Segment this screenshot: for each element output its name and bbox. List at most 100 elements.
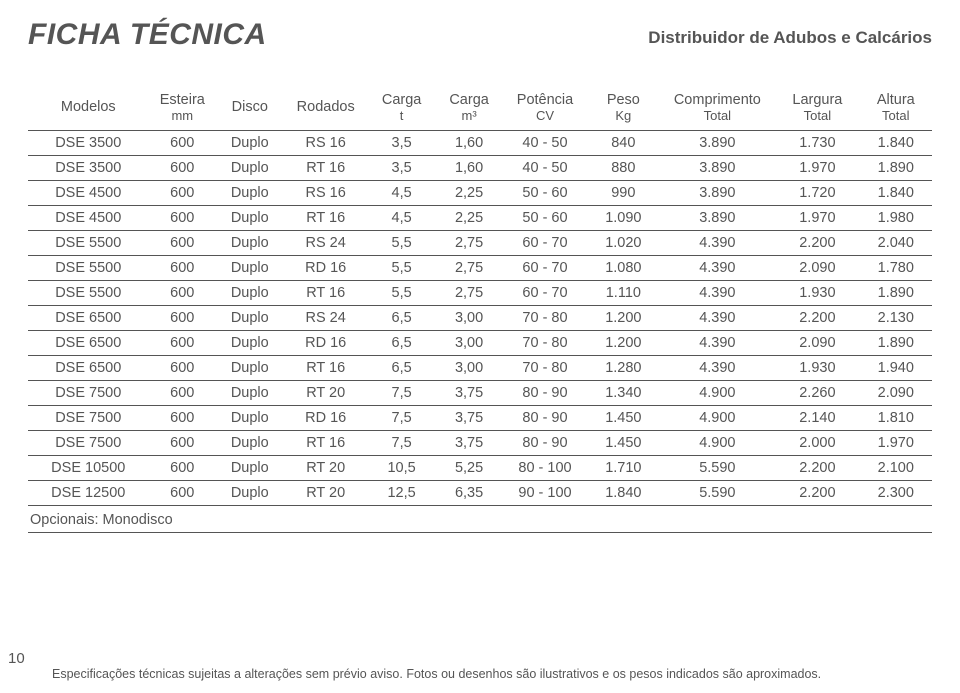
table-cell: Duplo [216, 180, 283, 205]
table-cell: 4.900 [660, 380, 776, 405]
table-cell: 1.020 [587, 230, 659, 255]
table-cell: 600 [149, 330, 216, 355]
table-cell: 4.390 [660, 305, 776, 330]
page-subtitle: Distribuidor de Adubos e Calcários [648, 28, 932, 52]
table-cell: 1.930 [775, 355, 859, 380]
table-cell: RS 24 [284, 230, 368, 255]
table-cell: 2,75 [435, 255, 502, 280]
table-cell: 4.390 [660, 230, 776, 255]
table-cell: 2.260 [775, 380, 859, 405]
table-cell: 1.970 [860, 430, 932, 455]
table-cell: RT 16 [284, 430, 368, 455]
table-cell: 3,75 [435, 430, 502, 455]
table-cell: 3,5 [368, 155, 435, 180]
table-cell: 12,5 [368, 480, 435, 505]
table-cell: DSE 7500 [28, 380, 149, 405]
col-header-l1: Peso [589, 92, 657, 109]
table-cell: 600 [149, 230, 216, 255]
table-cell: 6,5 [368, 355, 435, 380]
table-row: DSE 5500600DuploRT 165,52,7560 - 701.110… [28, 280, 932, 305]
table-cell: 6,5 [368, 330, 435, 355]
table-cell: 1.280 [587, 355, 659, 380]
table-row: DSE 10500600DuploRT 2010,55,2580 - 1001.… [28, 455, 932, 480]
table-row: DSE 6500600DuploRT 166,53,0070 - 801.280… [28, 355, 932, 380]
table-cell: 840 [587, 130, 659, 155]
table-cell: 5,5 [368, 230, 435, 255]
col-header-3: Rodados [284, 88, 368, 130]
col-header-5: Cargam³ [435, 88, 502, 130]
table-cell: DSE 6500 [28, 305, 149, 330]
table-cell: DSE 3500 [28, 155, 149, 180]
table-cell: 4.900 [660, 405, 776, 430]
col-header-l1: Esteira [151, 92, 214, 109]
table-cell: DSE 4500 [28, 180, 149, 205]
table-cell: DSE 12500 [28, 480, 149, 505]
table-cell: 1.080 [587, 255, 659, 280]
table-cell: RT 16 [284, 280, 368, 305]
table-cell: Duplo [216, 305, 283, 330]
table-cell: 1.840 [860, 130, 932, 155]
table-cell: 2,75 [435, 230, 502, 255]
table-cell: 1.090 [587, 205, 659, 230]
table-cell: 1.720 [775, 180, 859, 205]
table-cell: 4.390 [660, 330, 776, 355]
table-cell: 600 [149, 305, 216, 330]
table-cell: Duplo [216, 430, 283, 455]
table-cell: 2.200 [775, 455, 859, 480]
col-header-8: ComprimentoTotal [660, 88, 776, 130]
table-row: DSE 3500600DuploRS 163,51,6040 - 508403.… [28, 130, 932, 155]
table-row: DSE 5500600DuploRS 245,52,7560 - 701.020… [28, 230, 932, 255]
table-cell: DSE 6500 [28, 355, 149, 380]
table-head: ModelosEsteirammDiscoRodadosCargatCargam… [28, 88, 932, 130]
table-cell: 7,5 [368, 380, 435, 405]
table-row: DSE 6500600DuploRS 246,53,0070 - 801.200… [28, 305, 932, 330]
table-cell: 7,5 [368, 405, 435, 430]
table-row: DSE 12500600DuploRT 2012,56,3590 - 1001.… [28, 480, 932, 505]
table-cell: 600 [149, 180, 216, 205]
table-cell: 3,00 [435, 305, 502, 330]
table-cell: Duplo [216, 155, 283, 180]
table-cell: 1.890 [860, 280, 932, 305]
col-header-l1: Rodados [286, 99, 366, 116]
table-cell: 600 [149, 205, 216, 230]
table-row: DSE 4500600DuploRS 164,52,2550 - 609903.… [28, 180, 932, 205]
table-cell: 2.040 [860, 230, 932, 255]
table-cell: 2,75 [435, 280, 502, 305]
col-header-l2: Total [777, 109, 857, 124]
table-cell: 5.590 [660, 455, 776, 480]
table-cell: 1.940 [860, 355, 932, 380]
col-header-l2: Total [662, 109, 774, 124]
table-cell: 1.890 [860, 155, 932, 180]
table-cell: DSE 7500 [28, 430, 149, 455]
table-cell: 80 - 100 [503, 455, 587, 480]
table-cell: 2.140 [775, 405, 859, 430]
spec-table: ModelosEsteirammDiscoRodadosCargatCargam… [28, 88, 932, 533]
table-cell: DSE 5500 [28, 255, 149, 280]
table-cell: DSE 10500 [28, 455, 149, 480]
table-cell: Duplo [216, 230, 283, 255]
table-row: DSE 5500600DuploRD 165,52,7560 - 701.080… [28, 255, 932, 280]
footer-text: Especificações técnicas sujeitas a alter… [52, 667, 932, 681]
table-note-row: Opcionais: Monodisco [28, 505, 932, 532]
table-cell: Duplo [216, 330, 283, 355]
table-cell: 2.200 [775, 230, 859, 255]
col-header-l2: m³ [437, 109, 500, 124]
table-cell: 6,5 [368, 305, 435, 330]
page-title: FICHA TÉCNICA [28, 18, 267, 52]
col-header-1: Esteiramm [149, 88, 216, 130]
col-header-l2: t [370, 109, 433, 124]
table-cell: 60 - 70 [503, 230, 587, 255]
col-header-9: LarguraTotal [775, 88, 859, 130]
col-header-l1: Carga [370, 92, 433, 109]
table-cell: 60 - 70 [503, 255, 587, 280]
col-header-10: AlturaTotal [860, 88, 932, 130]
table-cell: DSE 4500 [28, 205, 149, 230]
table-cell: 1.970 [775, 205, 859, 230]
table-head-row: ModelosEsteirammDiscoRodadosCargatCargam… [28, 88, 932, 130]
table-row: DSE 7500600DuploRT 167,53,7580 - 901.450… [28, 430, 932, 455]
table-cell: 3,75 [435, 405, 502, 430]
table-cell: 3,75 [435, 380, 502, 405]
table-cell: 2.300 [860, 480, 932, 505]
table-cell: 600 [149, 430, 216, 455]
table-cell: 4,5 [368, 205, 435, 230]
